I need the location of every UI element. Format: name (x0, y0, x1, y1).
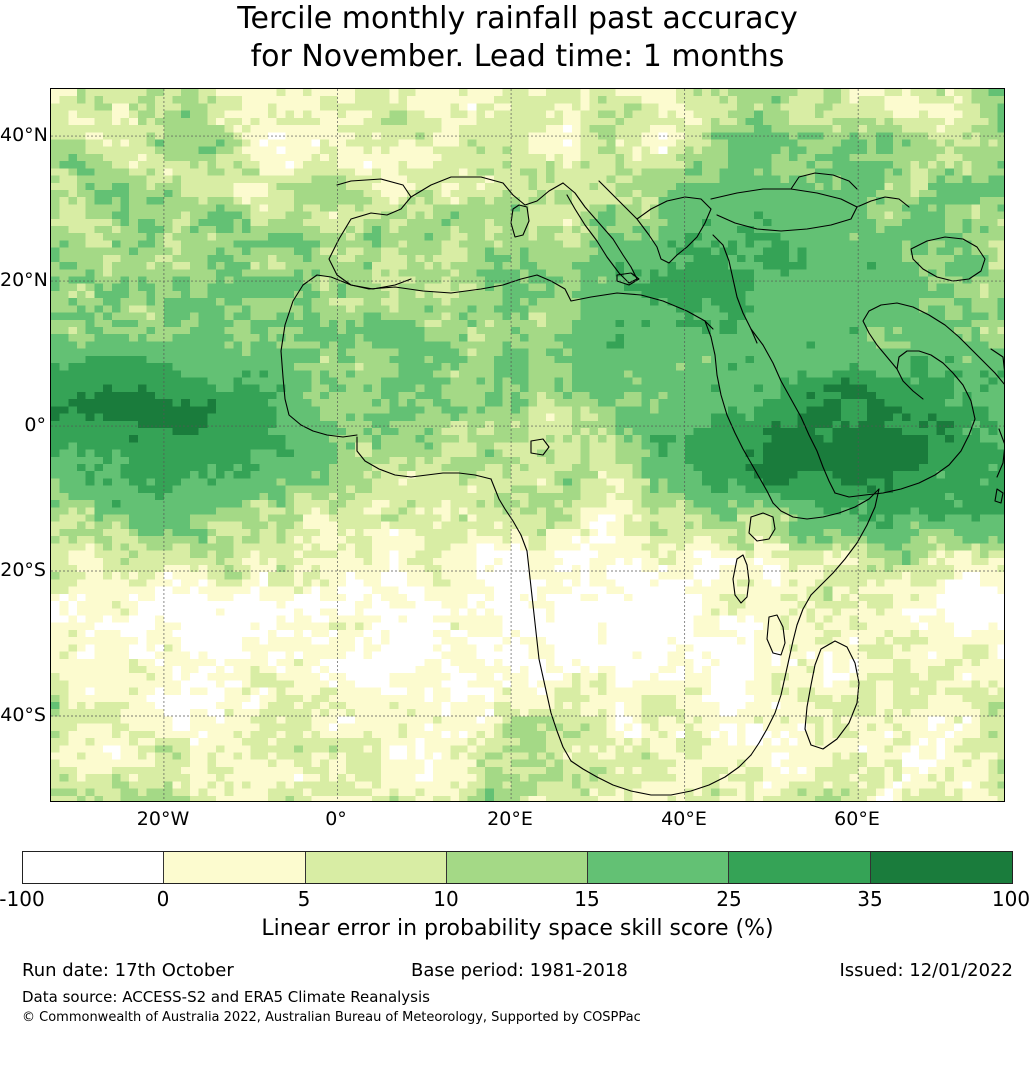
colorbar[interactable] (22, 851, 1013, 884)
footer-issued: Issued: 12/01/2022 (839, 960, 1013, 981)
cbar-tick-15: 15 (574, 887, 600, 911)
ytick-label-20N: 20°N (0, 269, 48, 291)
cbar-tick-35: 35 (857, 887, 883, 911)
ytick-label-40N: 40°N (0, 124, 48, 146)
colorbar-segment--100-0 (23, 852, 165, 883)
footer-run-date: Run date: 17th October (22, 960, 234, 981)
ytick-label-0: 0° (24, 414, 46, 436)
ytick-label-20S: 20°S (0, 559, 46, 581)
colorbar-segment-25-35 (729, 852, 871, 883)
colorbar-segment-5-10 (305, 852, 447, 883)
xtick-label-20E: 20°E (487, 808, 533, 830)
page-title: Tercile monthly rainfall past accuracy f… (0, 0, 1035, 76)
coastline-overlay (280, 172, 1004, 796)
cbar-tick-10: 10 (433, 887, 459, 911)
colorbar-segment-35-100 (870, 852, 1012, 883)
map-axes[interactable] (50, 88, 1005, 802)
cbar-tick-0: 0 (156, 887, 170, 911)
cbar-tick-5: 5 (297, 887, 311, 911)
footer-base-period: Base period: 1981-2018 (411, 960, 628, 981)
footer-copyright: © Commonwealth of Australia 2022, Austra… (22, 1010, 641, 1025)
xtick-label-20W: 20°W (136, 808, 190, 830)
cbar-tick-100: 100 (991, 887, 1031, 911)
xtick-label-60E: 60°E (834, 808, 880, 830)
colorbar-label: Linear error in probability space skill … (261, 916, 774, 941)
ytick-label-40S: 40°S (0, 704, 46, 726)
xtick-label-0: 0° (325, 808, 347, 830)
colorbar-segment-10-15 (446, 852, 589, 883)
colorbar-segment-0-5 (164, 852, 306, 883)
footer: Run date: 17th October Base period: 1981… (0, 960, 1035, 1025)
title-line-1: Tercile monthly rainfall past accuracy (237, 1, 798, 36)
xtick-label-40E: 40°E (661, 808, 707, 830)
cbar-tick--100: -100 (0, 887, 45, 911)
footer-data-source: Data source: ACCESS-S2 and ERA5 Climate … (22, 988, 430, 1006)
cbar-tick-25: 25 (716, 887, 742, 911)
title-line-2: for November. Lead time: 1 months (250, 39, 785, 74)
colorbar-segment-15-25 (588, 852, 730, 883)
